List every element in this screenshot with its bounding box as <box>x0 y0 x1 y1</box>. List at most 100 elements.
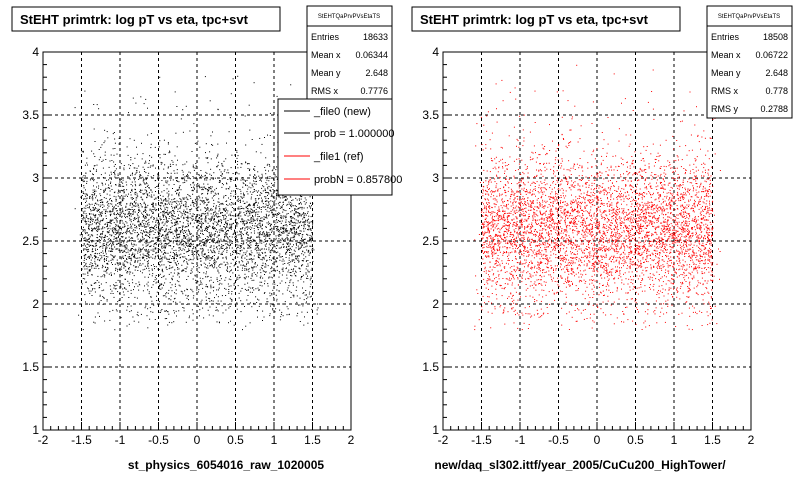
left-scatter-point <box>231 242 233 244</box>
left-scatter-point <box>191 262 193 264</box>
left-scatter-point <box>106 131 108 133</box>
left-scatter-point <box>219 169 221 171</box>
left-scatter-point <box>290 249 292 251</box>
left-scatter-point <box>245 265 247 267</box>
left-scatter-point <box>133 218 135 220</box>
left-scatter-point <box>290 274 292 276</box>
left-scatter-point <box>108 222 110 224</box>
left-scatter-point <box>261 217 263 219</box>
left-scatter-point <box>294 214 295 216</box>
left-scatter-point <box>86 197 88 199</box>
left-scatter-point <box>99 223 101 225</box>
left-scatter-point <box>307 275 308 277</box>
left-scatter-point <box>295 231 297 233</box>
left-scatter-point <box>158 263 160 265</box>
left-scatter-point <box>130 305 132 307</box>
left-scatter-point <box>95 215 97 216</box>
left-scatter-point <box>84 265 86 267</box>
left-scatter-point <box>283 231 285 233</box>
left-scatter-point <box>267 198 269 199</box>
left-scatter-point <box>282 215 284 217</box>
left-scatter-point <box>215 207 217 209</box>
left-scatter-point <box>177 244 179 246</box>
left-scatter-point <box>144 162 146 164</box>
left-scatter-point <box>98 108 100 110</box>
left-scatter-point <box>193 251 195 252</box>
left-scatter-point <box>212 234 214 236</box>
left-scatter-point <box>288 245 290 247</box>
left-scatter-point <box>165 200 167 202</box>
left-scatter-point <box>167 311 169 312</box>
left-scatter-point <box>206 293 207 295</box>
left-scatter-point <box>271 170 273 172</box>
left-scatter-point <box>159 140 161 142</box>
left-scatter-point <box>176 217 178 219</box>
left-scatter-point <box>153 234 155 235</box>
left-scatter-point <box>117 205 119 207</box>
left-scatter-point <box>126 184 128 186</box>
left-scatter-point <box>103 142 105 144</box>
left-scatter-point <box>257 202 259 204</box>
left-scatter-point <box>205 259 207 261</box>
left-scatter-point <box>136 257 138 259</box>
left-scatter-point <box>86 216 88 218</box>
left-scatter-point <box>82 219 84 221</box>
left-scatter-point <box>96 230 98 232</box>
left-scatter-point <box>228 291 230 293</box>
left-scatter-point <box>202 239 203 241</box>
left-scatter-point <box>108 244 110 246</box>
left-scatter-point <box>278 276 280 278</box>
left-scatter-point <box>210 213 212 215</box>
left-scatter-point <box>204 230 206 231</box>
left-scatter-point <box>193 187 195 189</box>
left-scatter-point <box>286 274 288 276</box>
left-scatter-point <box>98 228 100 230</box>
left-scatter-point <box>303 243 305 245</box>
left-scatter-point <box>204 218 206 220</box>
left-scatter-point <box>166 318 168 319</box>
left-scatter-point <box>223 208 225 210</box>
left-scatter-point <box>190 269 192 271</box>
left-scatter-point <box>227 237 229 239</box>
left-scatter-point <box>193 204 194 206</box>
left-scatter-point <box>287 232 289 234</box>
left-scatter-point <box>201 241 203 243</box>
left-scatter-point <box>178 268 180 270</box>
left-scatter-point <box>86 243 88 245</box>
left-scatter-point <box>305 268 307 270</box>
left-scatter-point <box>297 216 299 218</box>
left-scatter-point <box>173 253 175 254</box>
left-scatter-point <box>118 143 120 145</box>
left-scatter-point <box>310 238 312 239</box>
left-scatter-point <box>185 175 187 177</box>
left-scatter-point <box>88 258 90 259</box>
left-scatter-point <box>312 224 313 226</box>
left-scatter-point <box>163 210 165 212</box>
left-scatter-point <box>257 171 259 173</box>
left-scatter-point <box>245 161 247 163</box>
left-scatter-point <box>148 218 150 220</box>
left-scatter-point <box>148 270 150 272</box>
left-scatter-point <box>166 258 168 260</box>
left-scatter-point <box>180 205 182 207</box>
left-scatter-point <box>223 195 225 197</box>
left-scatter-point <box>232 78 234 80</box>
left-scatter-point <box>237 200 239 202</box>
left-scatter-point <box>203 245 205 247</box>
left-scatter-point <box>224 237 226 239</box>
left-scatter-point <box>91 230 93 232</box>
left-scatter-point <box>89 218 91 220</box>
left-scatter-point <box>287 262 289 264</box>
left-scatter-point <box>126 241 128 243</box>
left-scatter-point <box>303 217 305 219</box>
left-scatter-point <box>285 252 287 253</box>
left-scatter-point <box>114 173 116 175</box>
left-scatter-point <box>242 254 244 256</box>
left-scatter-point <box>201 215 202 217</box>
left-scatter-point <box>282 315 284 317</box>
left-scatter-point <box>86 268 88 270</box>
left-scatter-point <box>122 255 124 257</box>
left-scatter-point <box>264 271 266 273</box>
left-scatter-point <box>186 219 188 221</box>
left-scatter-point <box>287 213 289 214</box>
